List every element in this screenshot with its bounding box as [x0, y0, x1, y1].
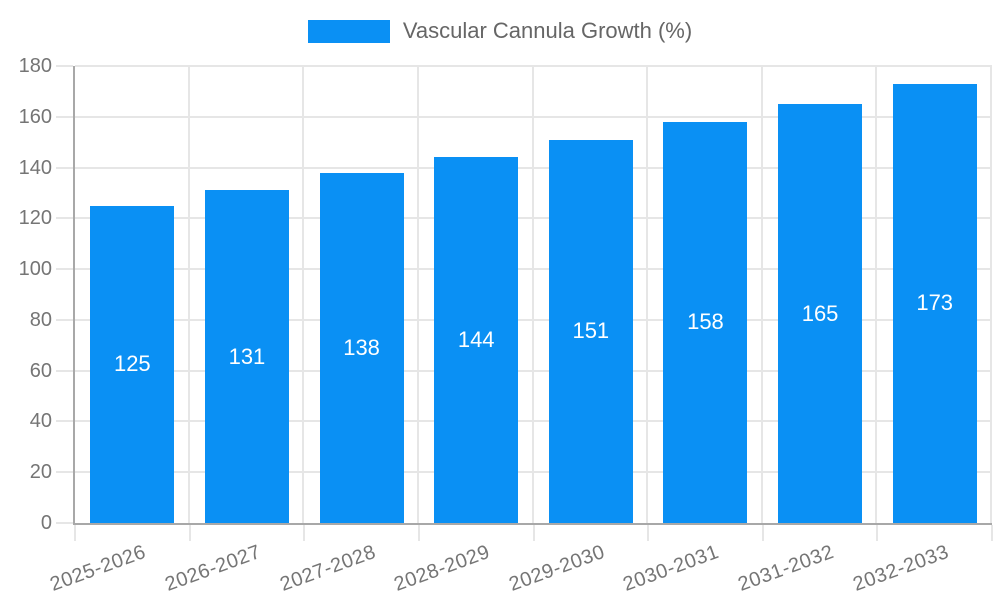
- bar: [663, 121, 748, 523]
- bar-value-label: 138: [343, 334, 380, 360]
- y-axis-tick: [56, 115, 73, 118]
- bar: [892, 83, 977, 523]
- gridline-horizontal: [75, 471, 992, 474]
- bar: [204, 190, 289, 523]
- x-axis-tick: [991, 525, 993, 541]
- gridline-vertical: [416, 66, 419, 523]
- gridline-vertical: [302, 66, 305, 523]
- y-axis-tick: [56, 369, 73, 372]
- bar: [319, 172, 404, 523]
- legend-label: Vascular Cannula Growth (%): [402, 18, 693, 43]
- x-axis-tick: [303, 525, 306, 541]
- bar-value-label: 151: [572, 318, 610, 344]
- bar-value-label: 158: [687, 309, 724, 335]
- bar: [548, 139, 633, 523]
- bar: [90, 205, 175, 523]
- bar: [434, 157, 519, 523]
- gridline-vertical: [531, 66, 534, 523]
- gridline-horizontal: [75, 115, 992, 118]
- y-axis-tick-label: 180: [18, 55, 52, 77]
- y-axis-tick-label: 0: [40, 512, 52, 534]
- gridline-horizontal: [75, 65, 992, 67]
- y-axis-tick: [56, 420, 73, 423]
- y-axis-tick: [56, 522, 73, 524]
- y-axis-tick-label: 160: [18, 105, 52, 128]
- bar-value-label: 131: [228, 343, 266, 369]
- gridline-horizontal: [75, 217, 992, 220]
- y-axis-tick-label: 120: [18, 207, 52, 230]
- x-axis-tick: [417, 525, 420, 541]
- y-axis-tick: [56, 318, 73, 321]
- bar-value-label: 125: [113, 351, 151, 377]
- bar-value-label: 165: [801, 300, 839, 326]
- x-axis-tick: [74, 525, 76, 541]
- gridline-horizontal: [75, 369, 992, 372]
- gridline-horizontal: [75, 420, 992, 423]
- legend-item[interactable]: Vascular Cannula Growth (%): [307, 17, 693, 45]
- gridline-vertical: [875, 66, 878, 523]
- bar-value-label: 144: [457, 327, 495, 353]
- y-axis-tick: [56, 268, 73, 271]
- y-axis-tick: [56, 166, 73, 169]
- gridline-horizontal: [75, 318, 992, 321]
- x-axis-tick: [761, 525, 764, 541]
- y-axis-tick-label: 140: [18, 156, 52, 179]
- plot-area: 125 131 138 144 151 158 165 173: [73, 65, 992, 525]
- y-axis-tick: [56, 471, 73, 474]
- y-axis-tick-label: 40: [29, 410, 52, 433]
- y-axis-tick-label: 20: [29, 461, 52, 484]
- gridline-horizontal: [75, 166, 992, 169]
- y-axis-tick-label: 100: [18, 258, 52, 281]
- gridline-vertical: [990, 66, 992, 523]
- y-axis-tick-label: 80: [29, 308, 52, 331]
- chart-legend: Vascular Cannula Growth (%): [0, 17, 1000, 45]
- x-axis-tick: [876, 525, 879, 541]
- x-axis-tick: [532, 525, 535, 541]
- gridline-horizontal: [75, 268, 992, 271]
- y-axis-tick-label: 60: [29, 359, 52, 382]
- x-axis-tick: [647, 525, 650, 541]
- bar-value-label: 173: [916, 290, 954, 316]
- bar: [778, 104, 863, 523]
- y-axis-tick: [56, 217, 73, 220]
- gridline-vertical: [187, 66, 190, 523]
- legend-swatch: [307, 19, 390, 43]
- gridline-vertical: [646, 66, 649, 523]
- x-axis-tick: [188, 525, 191, 541]
- gridline-vertical: [760, 66, 763, 523]
- y-axis-tick: [56, 65, 73, 67]
